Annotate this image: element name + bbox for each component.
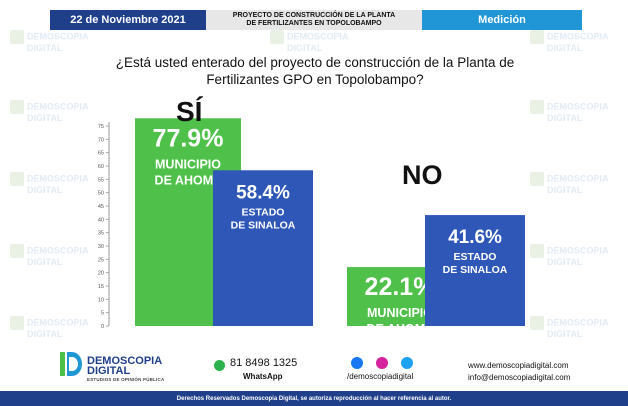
y-tick-label: 50 bbox=[98, 191, 104, 197]
y-tick-label: 45 bbox=[98, 204, 104, 210]
bar-0-1 bbox=[213, 170, 313, 326]
watermark: DEMOSCOPIA DIGITAL bbox=[10, 100, 89, 123]
brand-logo-icon bbox=[60, 352, 82, 376]
header-project: PROYECTO DE CONSTRUCCIÓN DE LA PLANTA DE … bbox=[206, 10, 422, 30]
group-label-no: NO bbox=[402, 160, 443, 190]
y-tick-label: 5 bbox=[101, 311, 104, 317]
y-tick-label: 15 bbox=[98, 284, 104, 290]
y-tick-label: 40 bbox=[98, 217, 104, 223]
watermark: DEMOSCOPIA DIGITAL bbox=[530, 172, 609, 195]
y-tick-label: 75 bbox=[98, 124, 104, 130]
bar-value-label: 22.1% bbox=[365, 273, 436, 301]
bar-name-label: MUNICIPIO bbox=[367, 306, 433, 320]
watermark: DEMOSCOPIA DIGITAL bbox=[10, 172, 89, 195]
bar-name-label: DE SINALOA bbox=[231, 219, 296, 231]
watermark: DEMOSCOPIA DIGITAL bbox=[530, 30, 609, 53]
whatsapp-icon bbox=[214, 360, 225, 371]
footer-social-handle[interactable]: /demoscopiadigital bbox=[347, 372, 414, 381]
group-label-si: SÍ bbox=[176, 96, 203, 127]
bar-name-label: ESTADO bbox=[242, 206, 285, 218]
watermark: DEMOSCOPIA DIGITAL bbox=[270, 30, 349, 53]
watermark: DEMOSCOPIA DIGITAL bbox=[530, 244, 609, 267]
header-bar: 22 de Noviembre 2021 PROYECTO DE CONSTRU… bbox=[50, 10, 582, 30]
header-date: 22 de Noviembre 2021 bbox=[50, 10, 206, 30]
bar-name-label: DE AHOME bbox=[367, 322, 434, 336]
watermark: DEMOSCOPIA DIGITAL bbox=[10, 244, 89, 267]
y-tick-label: 65 bbox=[98, 151, 104, 157]
facebook-icon[interactable] bbox=[351, 357, 363, 369]
bar-value-label: 41.6% bbox=[448, 227, 502, 248]
footer-copyright: Derechos Reservados Demoscopia Digital, … bbox=[0, 391, 628, 406]
y-tick-label: 60 bbox=[98, 164, 104, 170]
y-tick-label: 35 bbox=[98, 231, 104, 237]
footer-email[interactable]: info@demoscopiadigital.com bbox=[468, 373, 571, 382]
bar-value-label: 58.4% bbox=[236, 182, 290, 203]
y-tick-label: 55 bbox=[98, 177, 104, 183]
twitter-icon[interactable] bbox=[401, 357, 413, 369]
bar-name-label: MUNICIPIO bbox=[155, 157, 221, 171]
bar-name-label: ESTADO bbox=[454, 251, 497, 263]
question-text: ¿Está usted enterado del proyecto de con… bbox=[115, 55, 515, 87]
bar-value-label: 77.9% bbox=[153, 124, 224, 152]
bar-name-label: DE AHOME bbox=[155, 173, 222, 187]
footer-phone: 81 8498 1325 bbox=[230, 357, 298, 369]
footer-whatsapp-label: WhatsApp bbox=[243, 372, 283, 381]
footer-website[interactable]: www.demoscopiadigital.com bbox=[468, 361, 569, 370]
footer-brand: DEMOSCOPIA DIGITAL bbox=[87, 355, 163, 377]
watermark: DEMOSCOPIA DIGITAL bbox=[10, 316, 89, 339]
y-tick-label: 30 bbox=[98, 244, 104, 250]
header-section: Medición bbox=[422, 10, 582, 30]
y-tick-label: 10 bbox=[98, 297, 104, 303]
watermark: DEMOSCOPIA DIGITAL bbox=[530, 316, 609, 339]
bar-1-1 bbox=[425, 215, 525, 326]
footer-brand-subtitle: ESTUDIOS DE OPINIÓN PÚBLICA bbox=[87, 377, 165, 382]
watermark: DEMOSCOPIA DIGITAL bbox=[530, 100, 609, 123]
instagram-icon[interactable] bbox=[376, 357, 388, 369]
bar-name-label: DE SINALOA bbox=[443, 264, 508, 276]
y-tick-label: 0 bbox=[101, 324, 104, 330]
y-tick-label: 20 bbox=[98, 271, 104, 277]
watermark: DEMOSCOPIA DIGITAL bbox=[10, 30, 89, 53]
y-tick-label: 70 bbox=[98, 137, 104, 143]
y-tick-label: 25 bbox=[98, 257, 104, 263]
